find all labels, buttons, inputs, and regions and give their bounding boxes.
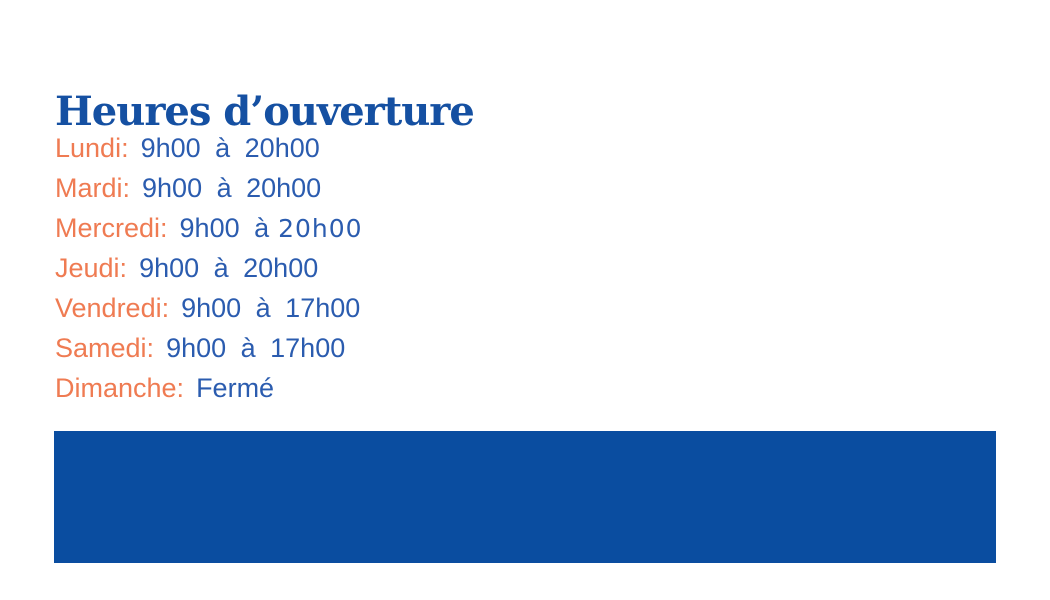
day-time-alt: 20h00 bbox=[278, 214, 363, 243]
day-time: 9h00 à bbox=[179, 213, 270, 243]
hours-row-wednesday: Mercredi: 9h00 à 20h00 bbox=[55, 208, 363, 248]
page-title: Heures d’ouverture bbox=[55, 87, 475, 135]
day-label: Dimanche: bbox=[55, 373, 185, 403]
day-label: Vendredi: bbox=[55, 293, 170, 323]
hours-row-tuesday: Mardi: 9h00 à 20h00 bbox=[55, 168, 363, 208]
hours-row-sunday: Dimanche: Fermé bbox=[55, 368, 363, 408]
day-label: Lundi: bbox=[55, 133, 129, 163]
hours-list: Lundi: 9h00 à 20h00 Mardi: 9h00 à 20h00 Me… bbox=[55, 128, 363, 408]
day-time: 9h00 à 17h00 bbox=[166, 333, 346, 363]
day-time: 9h00 à 20h00 bbox=[140, 133, 320, 163]
hours-row-monday: Lundi: 9h00 à 20h00 bbox=[55, 128, 363, 168]
hours-row-thursday: Jeudi: 9h00 à 20h00 bbox=[55, 248, 363, 288]
day-label: Mardi: bbox=[55, 173, 131, 203]
day-time: 9h00 à 17h00 bbox=[181, 293, 361, 323]
day-time: 9h00 à 20h00 bbox=[142, 173, 322, 203]
day-time: 9h00 à 20h00 bbox=[139, 253, 319, 283]
day-label: Jeudi: bbox=[55, 253, 128, 283]
day-label: Mercredi: bbox=[55, 213, 168, 243]
day-time: Fermé bbox=[196, 373, 275, 403]
hours-row-saturday: Samedi: 9h00 à 17h00 bbox=[55, 328, 363, 368]
hours-row-friday: Vendredi: 9h00 à 17h00 bbox=[55, 288, 363, 328]
day-label: Samedi: bbox=[55, 333, 155, 363]
blue-banner bbox=[54, 431, 996, 563]
